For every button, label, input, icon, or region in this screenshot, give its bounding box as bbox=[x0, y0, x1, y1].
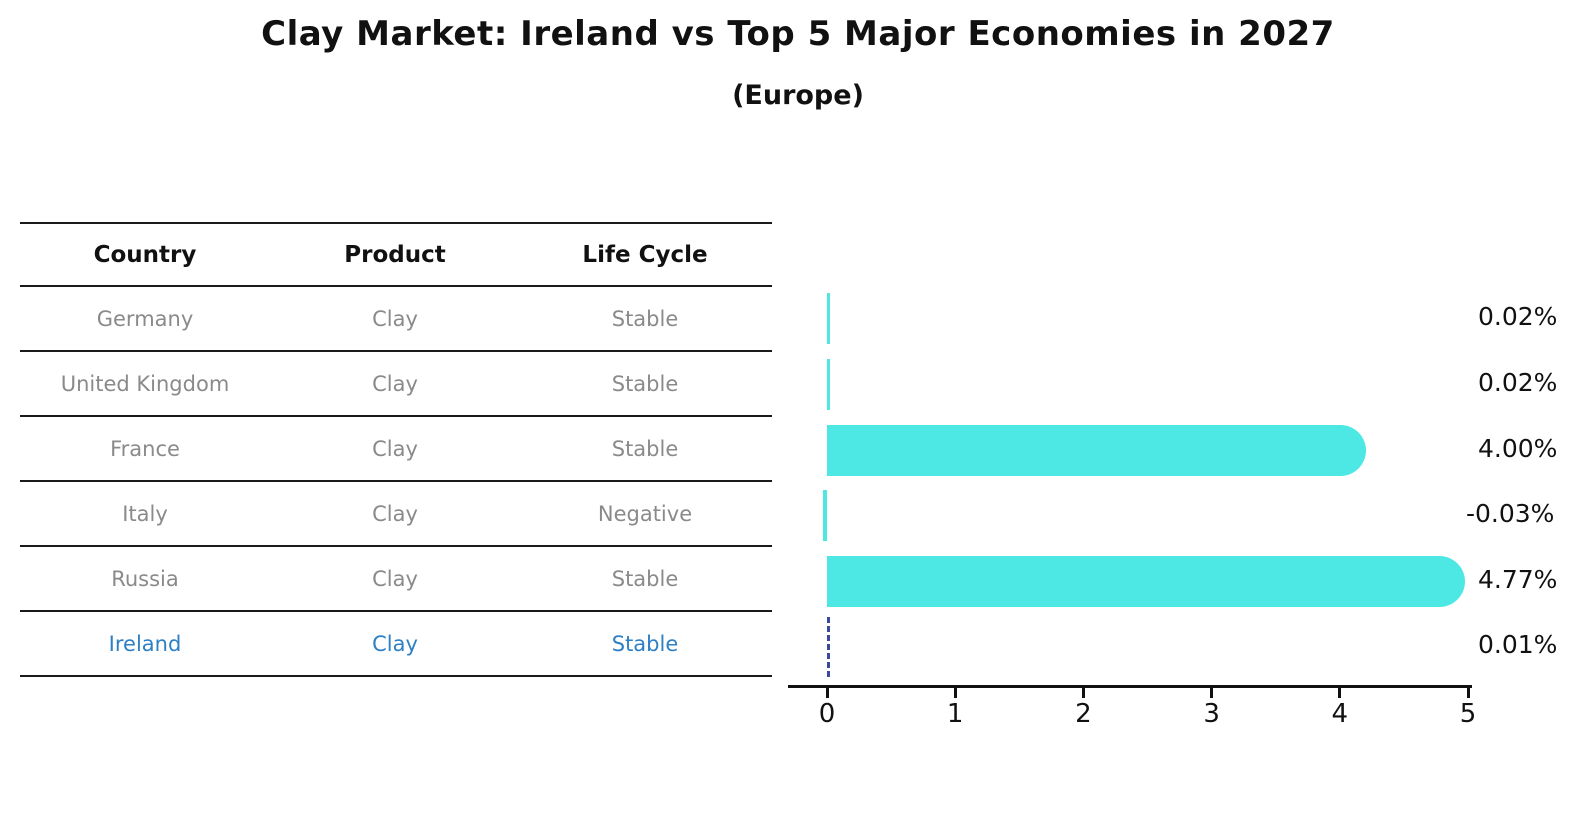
table-cell-country: Germany bbox=[96, 306, 194, 331]
x-axis-tick-mark bbox=[953, 688, 957, 698]
table-cell-life-cycle: Stable bbox=[611, 371, 679, 396]
table-cell-country: Russia bbox=[111, 566, 179, 591]
x-axis-tick-label: 5 bbox=[1459, 699, 1477, 729]
table-row: Russia Clay Stable bbox=[20, 547, 772, 612]
table-cell-product: Clay bbox=[372, 631, 418, 656]
x-axis-tick-label: 1 bbox=[946, 699, 964, 729]
table-cell-country: France bbox=[110, 436, 180, 461]
x-axis-tick-mark bbox=[825, 688, 829, 698]
bar-russia bbox=[827, 555, 1465, 607]
x-axis-tick-mark bbox=[1338, 688, 1342, 698]
bar-italy bbox=[823, 489, 827, 541]
table-cell-country: United Kingdom bbox=[60, 371, 230, 396]
x-axis-line bbox=[788, 685, 1472, 688]
bar-value-label: 0.02% bbox=[1478, 302, 1558, 331]
chart-title: Clay Market: Ireland vs Top 5 Major Econ… bbox=[261, 14, 1335, 54]
table-row: United Kingdom Clay Stable bbox=[20, 352, 772, 417]
table-cell-life-cycle: Stable bbox=[611, 631, 679, 656]
bar-value-label: 0.02% bbox=[1478, 368, 1558, 397]
bar-value-label: 0.01% bbox=[1478, 630, 1558, 659]
x-axis-tick-mark bbox=[1081, 688, 1085, 698]
table-row: Ireland Clay Stable bbox=[20, 612, 772, 675]
table-cell-life-cycle: Stable bbox=[611, 436, 679, 461]
x-axis-tick-label: 4 bbox=[1331, 699, 1349, 729]
table-cell-product: Clay bbox=[372, 436, 418, 461]
chart-subtitle: (Europe) bbox=[732, 80, 864, 111]
x-axis-tick-mark bbox=[1466, 688, 1470, 698]
table-body: Germany Clay Stable United Kingdom Clay Stabl… bbox=[20, 287, 772, 675]
table-row: France Clay Stable bbox=[20, 417, 772, 482]
country-table: Country Product Life Cycle Germany Clay St… bbox=[20, 222, 772, 677]
bar-germany bbox=[827, 292, 830, 344]
highlight-country-marker bbox=[827, 617, 831, 677]
table-cell-country: Italy bbox=[122, 501, 168, 526]
table-cell-product: Clay bbox=[372, 501, 418, 526]
bar-france bbox=[827, 424, 1366, 476]
table-cell-life-cycle: Stable bbox=[611, 566, 679, 591]
bar-united-kingdom bbox=[827, 358, 830, 410]
table-cell-life-cycle: Negative bbox=[597, 501, 693, 526]
table-cell-country: Ireland bbox=[108, 631, 182, 656]
table-cell-product: Clay bbox=[372, 306, 418, 331]
table-cell-product: Clay bbox=[372, 371, 418, 396]
bar-value-label: -0.03% bbox=[1466, 499, 1555, 528]
column-header-life-cycle: Life Cycle bbox=[582, 241, 708, 268]
column-header-country: Country bbox=[93, 241, 197, 268]
table-row: Italy Clay Negative bbox=[20, 482, 772, 547]
table-cell-life-cycle: Stable bbox=[611, 306, 679, 331]
bar-value-label: 4.77% bbox=[1478, 565, 1558, 594]
x-axis-tick-label: 2 bbox=[1075, 699, 1092, 729]
table-header-row: Country Product Life Cycle bbox=[20, 224, 772, 287]
x-axis-tick-label: 0 bbox=[818, 699, 836, 729]
x-axis-tick-mark bbox=[1210, 688, 1214, 698]
x-axis-tick-label: 3 bbox=[1203, 699, 1220, 729]
column-header-product: Product bbox=[344, 241, 446, 268]
bar-value-label: 4.00% bbox=[1478, 434, 1558, 463]
table-row: Germany Clay Stable bbox=[20, 287, 772, 352]
table-cell-product: Clay bbox=[372, 566, 418, 591]
